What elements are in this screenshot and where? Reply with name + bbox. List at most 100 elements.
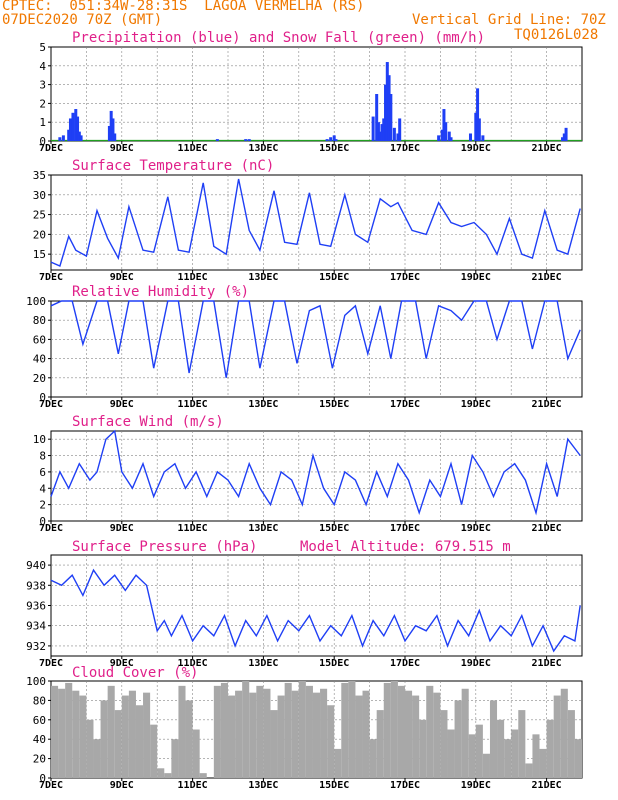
precip-bar <box>371 116 375 141</box>
pressure-ytick-label: 934 <box>26 620 46 633</box>
cloud-bar <box>532 734 540 778</box>
cloud-bar <box>454 700 462 778</box>
cloud-bar <box>341 682 349 778</box>
rh-xtick-label: 9DEC <box>110 399 134 410</box>
cloud-bar <box>235 690 243 778</box>
precip-bar <box>77 131 81 141</box>
rh-panel: 0 20 40 60 80 100 7DEC 9DEC 11DEC 13DEC 15DEC 17DEC… <box>26 284 583 410</box>
precip-bar <box>561 137 565 141</box>
wind-xtick-label: 7DEC <box>39 523 63 534</box>
precip-bar <box>329 137 333 141</box>
rh-ytick-label: 60 <box>33 333 46 346</box>
precip-bar <box>380 124 384 141</box>
precip-bar <box>58 137 62 141</box>
cloud-bar <box>93 739 101 778</box>
pressure-xtick-label: 13DEC <box>248 658 278 669</box>
rh-ytick-label: 40 <box>33 353 46 366</box>
cloud-bar <box>270 710 278 778</box>
rh-xtick-label: 19DEC <box>461 399 491 410</box>
temp-xtick-label: 15DEC <box>319 272 349 283</box>
cloud-bar <box>482 753 490 778</box>
cloud-bar <box>419 719 427 778</box>
cloud-bar <box>305 685 313 778</box>
cloud-bar <box>256 685 264 778</box>
precip-bar <box>325 139 329 141</box>
cloud-bar <box>312 692 321 778</box>
cloud-bar <box>298 681 306 778</box>
precip-bar <box>476 88 480 141</box>
cloud-bar <box>100 700 108 778</box>
precip-ytick-label: 5 <box>39 41 46 54</box>
wind-xtick-label: 19DEC <box>461 523 491 534</box>
rh-frame <box>50 300 583 398</box>
precip-bar <box>109 110 113 141</box>
cloud-bar <box>128 690 136 778</box>
cloud-bar <box>376 710 384 778</box>
rh-xtick-label: 21DEC <box>532 399 562 410</box>
cloud-bar <box>86 719 94 778</box>
cloud-xtick-label: 19DEC <box>461 780 491 791</box>
cloud-bar <box>263 688 271 778</box>
precip-bar <box>384 84 388 141</box>
rh-xtick-label: 7DEC <box>39 399 63 410</box>
temp-xtick-label: 21DEC <box>532 272 562 283</box>
header-station-line: CPTEC: 051:34W-28:31S LAGOA VERMELHA (RS… <box>2 0 365 14</box>
precip-bar <box>398 118 402 141</box>
cloud-bar <box>242 681 250 778</box>
precip-bar <box>378 131 382 141</box>
temp-ytick-label: 35 <box>33 169 46 182</box>
temp-title: Surface Temperature (nC) <box>72 158 274 174</box>
cloud-bar <box>440 710 448 778</box>
header-vertical-grid: Vertical Grid Line: 70Z <box>412 12 606 28</box>
wind-ytick-label: 0 <box>39 515 46 528</box>
cloud-bar <box>114 710 122 778</box>
precip-bar <box>215 139 219 141</box>
rh-xtick-label: 13DEC <box>248 399 278 410</box>
precip-bar <box>389 94 393 141</box>
precip-panel: 0 1 2 3 4 5 7DEC 9DEC 11DEC 13DEC 15DEC 17DEC 19DEC 2… <box>39 30 583 154</box>
wind-xtick-label: 9DEC <box>110 523 134 534</box>
cloud-bar <box>489 700 498 778</box>
wind-ytick-label: 10 <box>33 433 46 446</box>
pressure-ytick-label: 940 <box>26 559 46 572</box>
cloud-bar <box>72 690 80 778</box>
cloud-bar <box>150 724 158 778</box>
header-date: 07DEC2020 70Z (GMT) <box>2 12 163 28</box>
precip-bar <box>247 139 251 141</box>
rh-series-line <box>50 300 581 378</box>
wind-xtick-label: 13DEC <box>248 523 278 534</box>
precip-xtick-label: 21DEC <box>532 143 562 154</box>
cloud-xtick-label: 9DEC <box>110 780 134 791</box>
cloud-panel: 0 20 40 60 80 100 7DEC 9DEC 11DEC 13DEC 15DEC 17DEC… <box>26 665 583 791</box>
pressure-xtick-label: 19DEC <box>461 658 491 669</box>
wind-ytick-label: 8 <box>39 450 46 463</box>
cloud-bar <box>574 739 582 778</box>
pressure-xtick-label: 11DEC <box>178 658 208 669</box>
cloud-bar <box>369 739 377 778</box>
cloud-bar <box>546 719 554 778</box>
cloud-bar <box>65 682 73 778</box>
wind-series-line <box>50 429 581 516</box>
temp-ytick-label: 30 <box>33 189 46 202</box>
cloud-bar <box>567 710 575 778</box>
cloud-bar <box>539 748 547 778</box>
rh-xtick-label: 17DEC <box>390 399 420 410</box>
rh-xtick-label: 15DEC <box>319 399 349 410</box>
rh-xtick-label: 11DEC <box>178 399 208 410</box>
precip-bar <box>447 131 451 141</box>
cloud-bar <box>79 695 87 778</box>
precip-frame <box>50 46 583 142</box>
temp-series-line <box>50 178 581 267</box>
cloud-bar <box>228 695 236 778</box>
precip-xtick-label: 19DEC <box>461 143 491 154</box>
cloud-bar <box>213 685 221 778</box>
cloud-bar <box>412 695 420 778</box>
wind-ytick-label: 4 <box>39 482 46 495</box>
pressure-ytick-label: 936 <box>26 600 46 613</box>
temp-xtick-label: 13DEC <box>248 272 278 283</box>
rh-ytick-label: 0 <box>39 391 46 404</box>
temp-frame <box>50 174 583 271</box>
precip-bar <box>76 116 80 141</box>
cloud-title: Cloud Cover (%) <box>72 665 198 681</box>
cloud-bar <box>525 763 533 778</box>
